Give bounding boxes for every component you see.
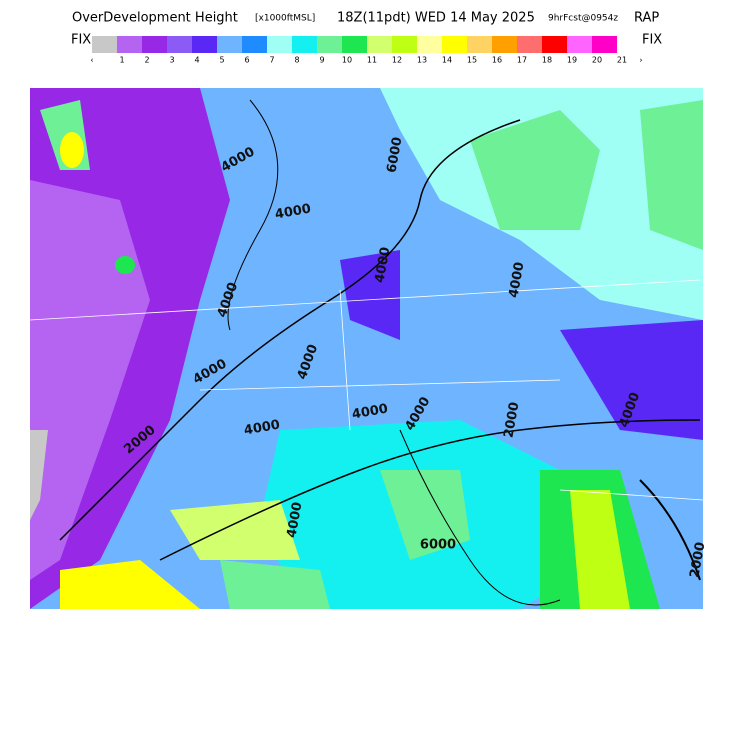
region [30,430,48,520]
border [30,279,703,501]
region [470,110,600,230]
legend-tick-label: 20 [592,56,602,65]
legend-tick-label: 6 [244,56,249,65]
legend-tick-label: 9 [319,56,324,65]
legend-tick-label: 12 [392,56,402,65]
legend-swatch [592,36,617,53]
region [115,256,135,274]
contour-label: 2000 [501,401,522,439]
legend-tick-label: 17 [517,56,527,65]
legend-swatch [117,36,142,53]
legend-swatch [417,36,442,53]
contour [639,479,701,581]
legend-tick-label: 16 [492,56,502,65]
map [30,88,703,609]
legend-tick-label: 19 [567,56,577,65]
legend-tick-label: › [639,56,642,65]
contour-label: 6000 [384,136,405,174]
contour-label: 4000 [274,201,312,222]
contour-label: 6000 [420,538,456,553]
legend-tick-label: ‹ [90,56,93,65]
contour [399,429,561,606]
legend-swatch [492,36,517,53]
legend-tick-label: 2 [144,56,149,65]
legend-tick-label: 1 [119,56,124,65]
region [380,470,470,560]
legend-tick-label: 10 [342,56,352,65]
legend-tick-label: 18 [542,56,552,65]
title-part: 18Z(11pdt) WED 14 May 2025 [337,11,535,26]
legend-tick-label: 3 [169,56,174,65]
legend-swatch [342,36,367,53]
contour-label: 4000 [243,417,281,438]
legend-swatch [292,36,317,53]
title-part: [x1000ftMSL] [255,14,315,24]
contour [59,119,521,541]
legend-swatch [567,36,592,53]
contour-label: 2000 [687,541,708,579]
legend-swatch [267,36,292,53]
legend-tick-label: 11 [367,56,377,65]
legend-tick-label: 14 [442,56,452,65]
title-part: 9hrFcst@0954z [548,14,618,24]
legend-swatch [542,36,567,53]
contour-label: 4000 [351,401,389,422]
region [220,560,330,609]
contour [159,419,701,561]
contour [227,99,279,331]
region [640,100,703,250]
legend-swatch [467,36,492,53]
legend-swatch [517,36,542,53]
contour-label: 4000 [372,246,393,284]
legend-swatch [167,36,192,53]
legend-tick-label: 8 [294,56,299,65]
title-part: OverDevelopment Height [72,11,238,26]
legend-label: FIX [71,33,91,48]
legend-swatch [392,36,417,53]
region [560,320,703,440]
region [170,500,300,560]
region [340,250,400,340]
region [570,490,630,609]
header: OverDevelopment Height [x1000ftMSL] 18Z(11… [72,11,659,26]
legend-tick-label: 5 [219,56,224,65]
legend-tick-label: 4 [194,56,199,65]
legend-tick-label: 7 [269,56,274,65]
legend-swatch [367,36,392,53]
legend-label: FIX [642,33,662,48]
region [60,560,200,609]
legend: FIX FIX‹ 1 2 3 4 5 6 7 8 9 10 11 12 13 14 15 16 17 18 19 20 21… [71,33,662,65]
legend-tick-label: 13 [417,56,427,65]
legend-swatch [217,36,242,53]
contour-label: 4000 [284,501,305,539]
legend-swatch [442,36,467,53]
title-part: RAP [634,11,659,26]
contour-label: 4000 [506,261,527,299]
legend-tick-label: 15 [467,56,477,65]
legend-swatch [142,36,167,53]
legend-swatch [192,36,217,53]
legend-swatch [92,36,117,53]
legend-tick-label: 21 [617,56,627,65]
legend-swatch [317,36,342,53]
region [30,180,150,580]
region [60,132,84,168]
legend-swatch [242,36,267,53]
